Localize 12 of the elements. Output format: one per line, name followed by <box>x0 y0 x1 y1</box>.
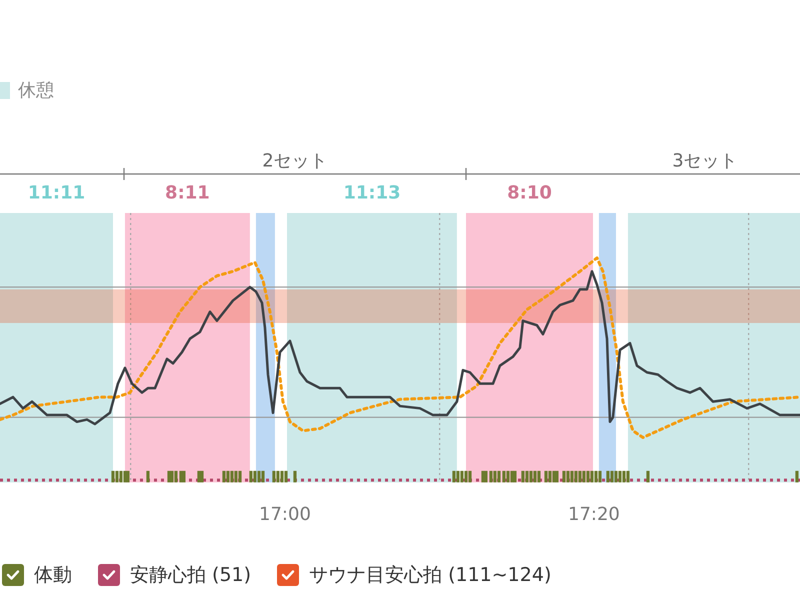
band-label: 8:11 <box>165 182 210 204</box>
text: 2セット <box>262 150 328 172</box>
legend-label: サウナ目安心拍 (111~124) <box>309 563 552 588</box>
text: 3セット <box>672 150 738 172</box>
x-tick-label: 17:00 <box>259 504 311 525</box>
band-label: 11:11 <box>28 182 86 204</box>
legend-label: 体動 <box>34 563 72 588</box>
text: 休憩 <box>18 79 54 102</box>
x-tick-label: 17:20 <box>568 504 620 525</box>
band-label: 8:10 <box>507 182 552 204</box>
legend-label: 安静心拍 (51) <box>130 563 252 588</box>
band-label: 11:13 <box>343 182 401 204</box>
